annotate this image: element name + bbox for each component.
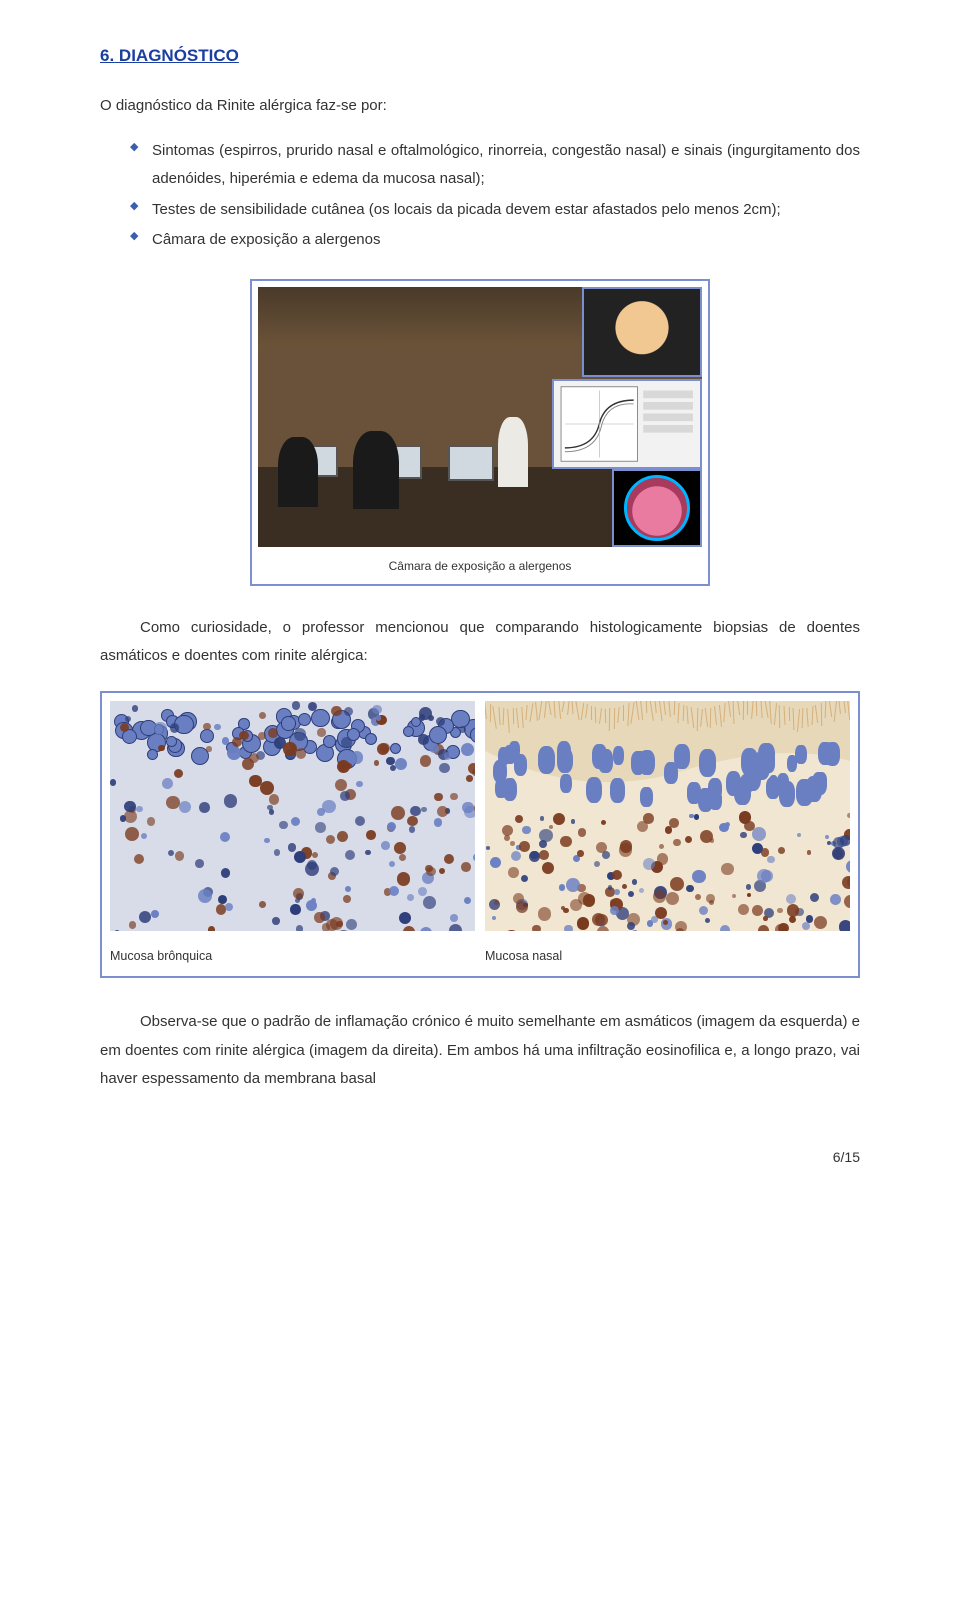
section-number: 6. [100,46,114,65]
figure2-right-caption: Mucosa nasal [485,945,850,969]
intro-paragraph: O diagnóstico da Rinite alérgica faz-se … [100,92,860,121]
inset-chart [552,379,702,469]
diagnosis-bullet-list: Sintomas (espirros, prurido nasal e ofta… [100,137,860,255]
figure-allergen-chamber: Câmara de exposição a alergenos [250,279,710,586]
list-item: Testes de sensibilidade cutânea (os loca… [130,196,860,225]
histology-nasal [485,701,850,931]
figure1-caption: Câmara de exposição a alergenos [258,555,702,578]
section-heading: 6. DIAGNÓSTICO [100,40,860,72]
list-item: Câmara de exposição a alergenos [130,226,860,255]
section-title-text: DIAGNÓSTICO [119,46,239,65]
conclusion-paragraph: Observa-se que o padrão de inflamação cr… [100,1008,860,1094]
figure-histology: Mucosa brônquica Mucosa nasal [100,691,860,979]
list-item: Sintomas (espirros, prurido nasal e ofta… [130,137,860,194]
page-number: 6/15 [100,1144,860,1171]
inset-subject-face [582,287,702,377]
composite-photo [258,287,702,547]
figure2-left-caption: Mucosa brônquica [110,945,475,969]
inset-endoscope [612,469,702,547]
curiosity-paragraph: Como curiosidade, o professor mencionou … [100,614,860,671]
histology-bronchial [110,701,475,931]
